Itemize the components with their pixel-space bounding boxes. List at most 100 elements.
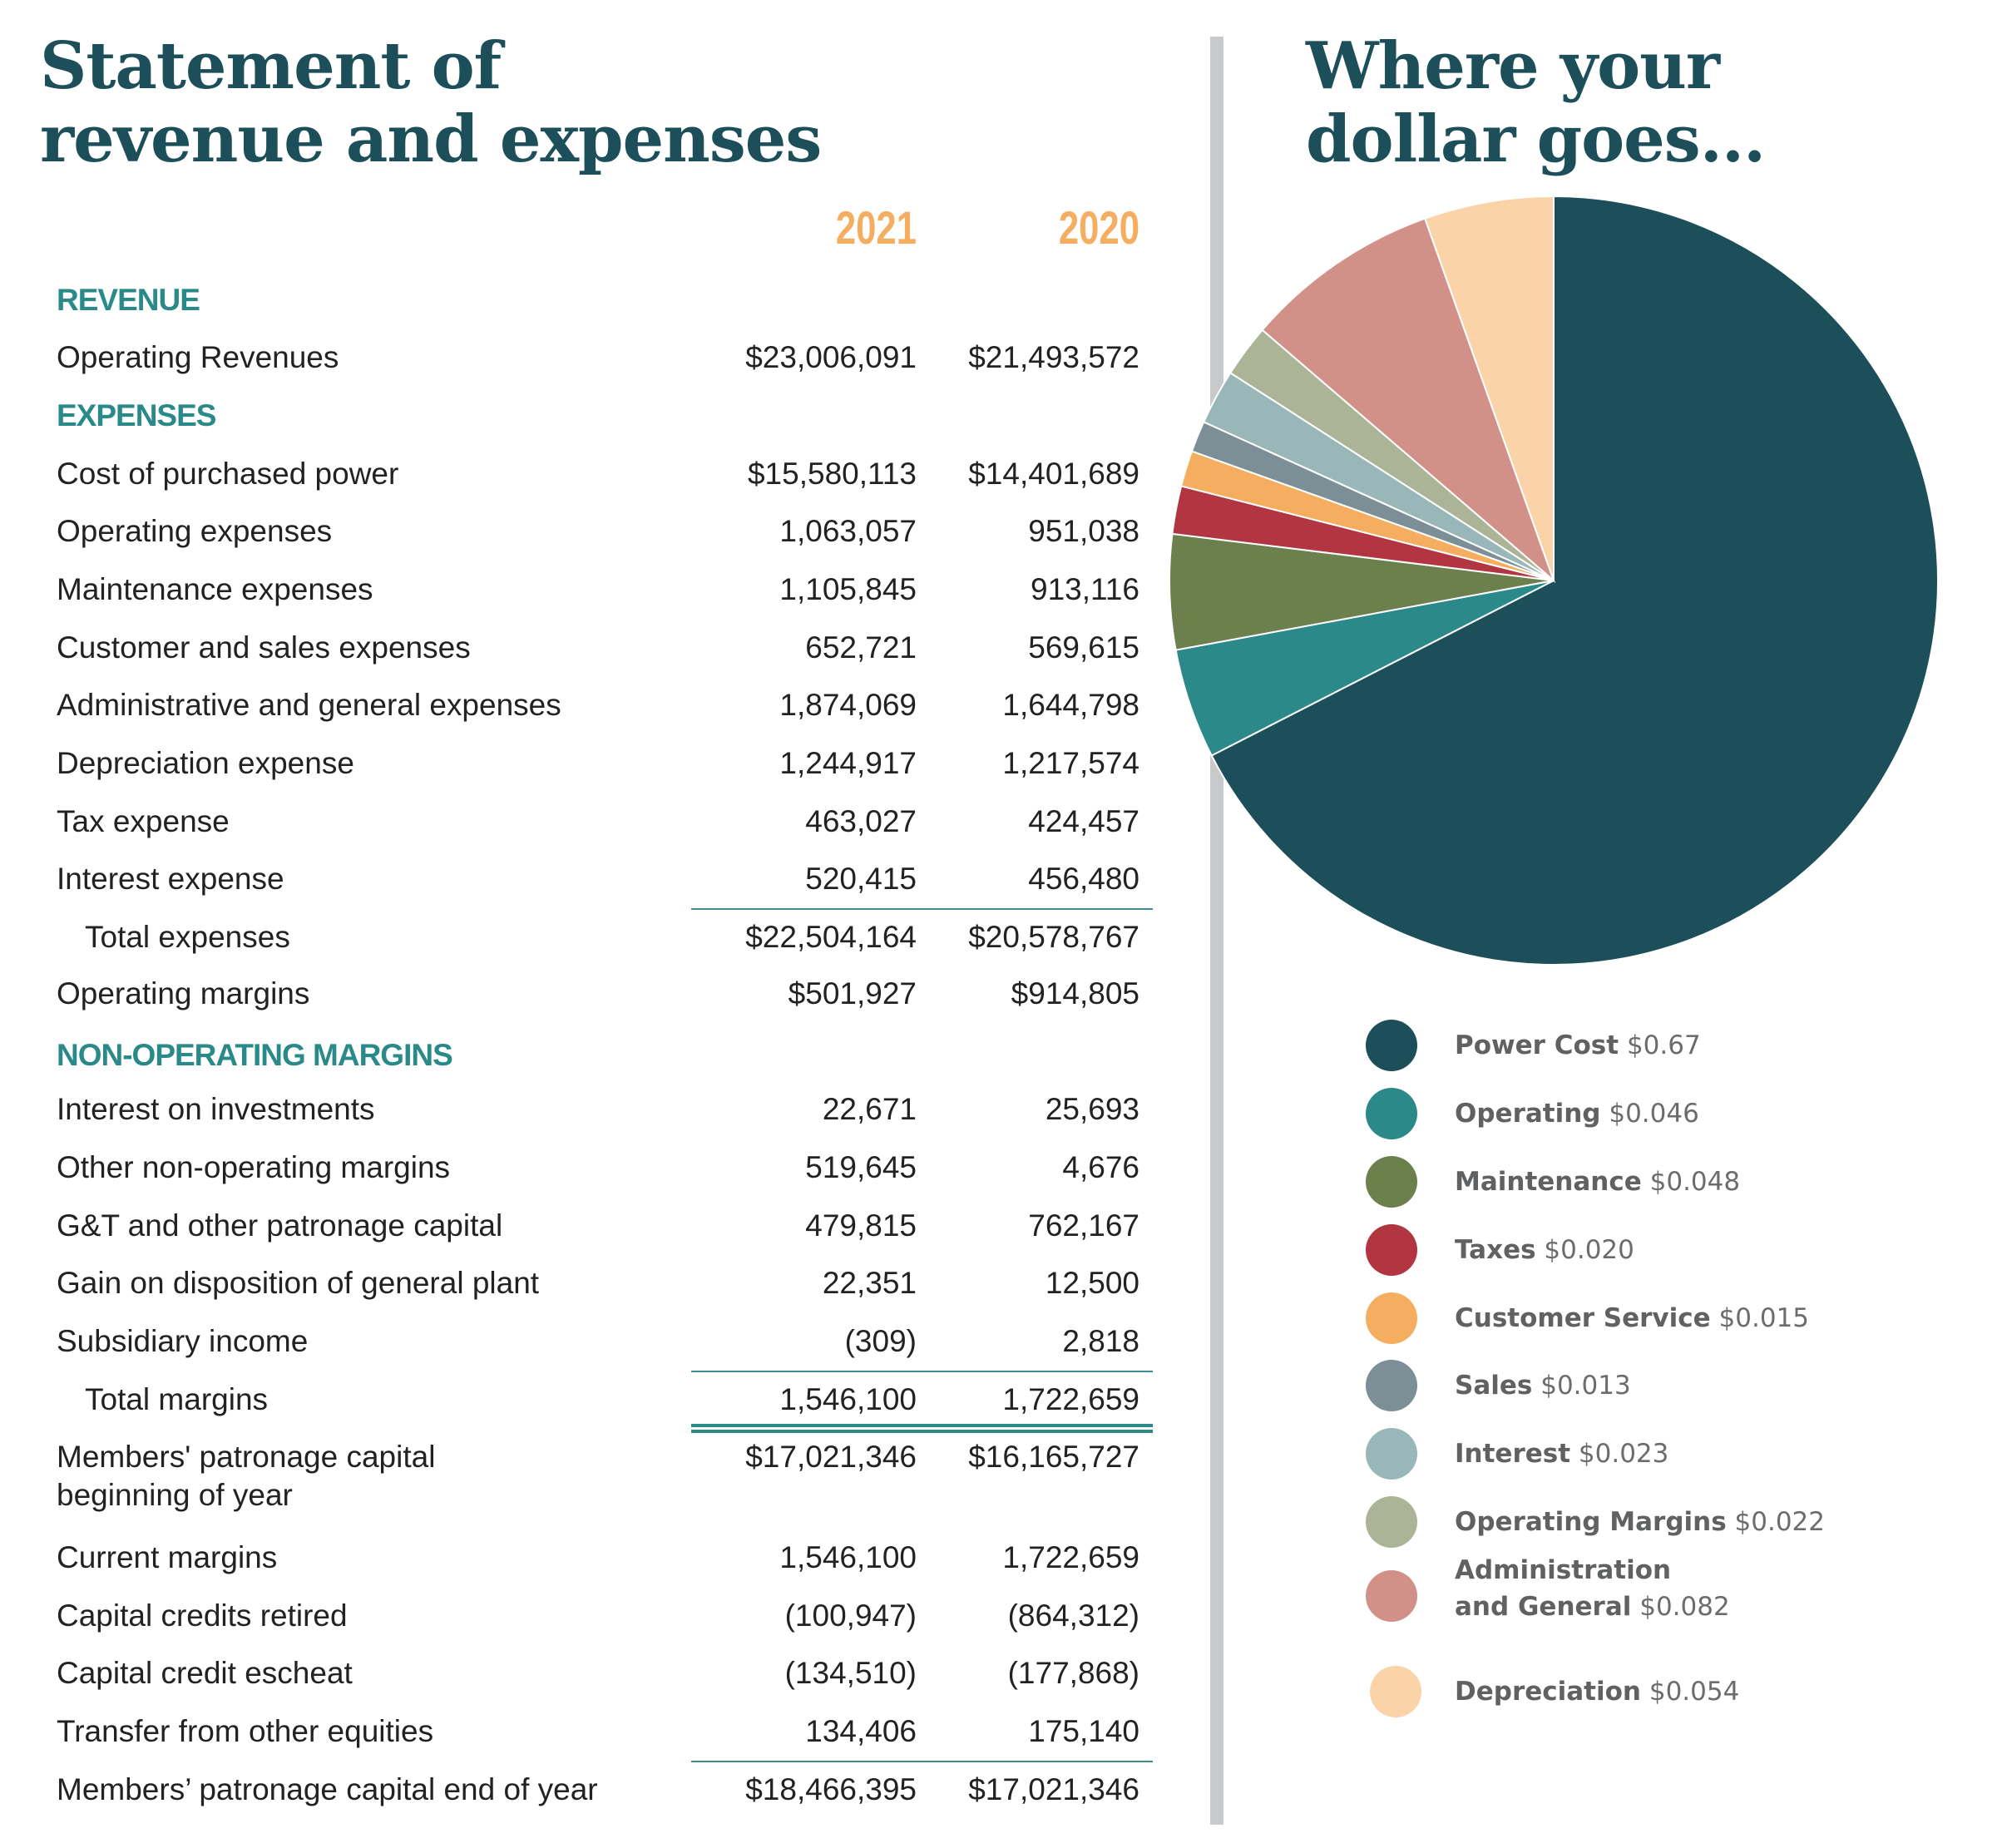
subtotal-rule xyxy=(691,1371,1153,1372)
legend-swatch-icon xyxy=(1366,1570,1417,1622)
legend-value: $0.048 xyxy=(1649,1167,1741,1197)
value-y2020: 762,167 xyxy=(1028,1208,1139,1243)
row-label: Operating Revenues xyxy=(57,340,339,374)
legend-name: Maintenance xyxy=(1455,1167,1642,1197)
dollar-title-line2: dollar goes... xyxy=(1306,101,1766,177)
value-y2021: $23,006,091 xyxy=(745,340,917,374)
value-y2020: (864,312) xyxy=(1007,1598,1139,1633)
value-y2020: 1,722,659 xyxy=(1002,1540,1139,1574)
row-label: Members’ patronage capital end of year xyxy=(57,1772,598,1806)
value-y2020: $914,805 xyxy=(1011,976,1139,1010)
row-label-line2: beginning of year xyxy=(57,1478,293,1512)
value-y2020: 1,722,659 xyxy=(1002,1382,1139,1416)
value-y2020: 2,818 xyxy=(1062,1324,1139,1358)
value-y2021: 1,244,917 xyxy=(779,746,917,780)
value-y2021: 22,671 xyxy=(822,1092,917,1126)
row-label: Maintenance expenses xyxy=(57,572,373,606)
legend-name: Depreciation xyxy=(1455,1677,1641,1707)
legend-name: Sales xyxy=(1455,1371,1533,1401)
subtotal-rule xyxy=(691,1761,1153,1762)
legend-swatch-icon xyxy=(1366,1020,1417,1071)
legend-name: Interest xyxy=(1455,1439,1571,1469)
value-y2020: $17,021,346 xyxy=(968,1772,1139,1806)
pie-chart xyxy=(1169,195,1939,966)
value-y2021: 22,351 xyxy=(822,1266,917,1300)
value-y2020: 25,693 xyxy=(1045,1092,1139,1126)
legend-value: $0.046 xyxy=(1609,1099,1699,1129)
row-label: Gain on disposition of general plant xyxy=(57,1266,540,1300)
legend-value: $0.054 xyxy=(1649,1677,1740,1707)
value-y2020: $21,493,572 xyxy=(968,340,1139,374)
value-y2021: 520,415 xyxy=(805,862,917,896)
value-y2021: 519,645 xyxy=(805,1150,917,1184)
value-y2020: 951,038 xyxy=(1028,514,1139,548)
section-non-operating: NON-OPERATING MARGINS xyxy=(57,1038,453,1072)
legend-value: $0.020 xyxy=(1544,1235,1634,1265)
row-label: Total expenses xyxy=(85,920,290,954)
value-y2021: $501,927 xyxy=(788,976,917,1010)
value-y2021: (134,510) xyxy=(784,1656,917,1690)
legend-swatch-icon xyxy=(1366,1360,1417,1411)
row-label: Current margins xyxy=(57,1540,278,1574)
pie-slice-administration-and-general xyxy=(1261,217,1556,584)
value-y2021: (309) xyxy=(844,1324,917,1358)
value-y2020: 424,457 xyxy=(1028,804,1139,838)
legend-swatch-icon xyxy=(1366,1428,1417,1480)
row-label: Total margins xyxy=(85,1382,269,1416)
value-y2020: $14,401,689 xyxy=(968,457,1139,491)
pie-slice-depreciation xyxy=(1423,195,1555,581)
row-label: Interest expense xyxy=(57,862,284,896)
row-label: Operating margins xyxy=(57,976,310,1010)
value-y2021: 134,406 xyxy=(805,1714,917,1748)
row-label: Operating expenses xyxy=(57,514,333,548)
legend-value: $0.082 xyxy=(1639,1592,1730,1622)
section-expenses: EXPENSES xyxy=(57,398,216,432)
row-label: Transfer from other equities xyxy=(57,1714,434,1748)
value-y2020: 456,480 xyxy=(1028,862,1139,896)
value-y2021: (100,947) xyxy=(784,1598,917,1633)
row-label: Customer and sales expenses xyxy=(57,630,471,665)
double-rule-bottom xyxy=(691,1430,1153,1433)
row-label: G&T and other patronage capital xyxy=(57,1208,503,1243)
row-label: Subsidiary income xyxy=(57,1324,309,1358)
legend-name-line2: and General xyxy=(1455,1592,1632,1622)
legend-name: Administration xyxy=(1455,1555,1672,1585)
value-y2021: 1,546,100 xyxy=(779,1540,917,1574)
value-y2020: $16,165,727 xyxy=(968,1440,1139,1474)
row-label: Tax expense xyxy=(57,804,230,838)
value-y2021: $15,580,113 xyxy=(747,457,917,491)
legend-value: $0.015 xyxy=(1718,1303,1810,1333)
dollar-title-line1: Where your xyxy=(1306,28,1720,104)
value-y2021: 1,546,100 xyxy=(779,1382,917,1416)
legend-name: Operating xyxy=(1455,1099,1601,1129)
value-y2020: 175,140 xyxy=(1028,1714,1139,1748)
statement-title: Statement of revenue and expenses xyxy=(40,28,822,177)
value-y2020: $20,578,767 xyxy=(968,920,1139,954)
year-header-2020: 2020 xyxy=(1058,201,1139,254)
legend-name: Operating Margins xyxy=(1455,1507,1727,1537)
legend-swatch-icon xyxy=(1366,1224,1417,1276)
subtotal-rule xyxy=(691,908,1153,910)
legend-swatch-icon xyxy=(1366,1292,1417,1344)
legend-swatch-icon xyxy=(1366,1088,1417,1139)
row-label: Administrative and general expenses xyxy=(57,688,561,722)
statement-title-line2: revenue and expenses xyxy=(40,101,822,177)
value-y2021: 1,063,057 xyxy=(779,514,917,548)
value-y2021: $22,504,164 xyxy=(745,920,917,954)
year-header-2021: 2021 xyxy=(835,201,917,254)
legend-value: $0.013 xyxy=(1540,1371,1631,1401)
legend-swatch-icon xyxy=(1366,1156,1417,1208)
legend-swatch-icon xyxy=(1366,1496,1417,1548)
value-y2021: $17,021,346 xyxy=(745,1440,917,1474)
value-y2020: 1,644,798 xyxy=(1002,688,1139,722)
value-y2020: 1,217,574 xyxy=(1002,746,1139,780)
double-rule-top xyxy=(691,1424,1153,1427)
section-revenue: REVENUE xyxy=(57,283,200,317)
value-y2020: 913,116 xyxy=(1031,572,1139,606)
statement-title-line1: Statement of xyxy=(40,28,502,104)
legend-name: Power Cost xyxy=(1455,1030,1619,1060)
row-label: Capital credit escheat xyxy=(57,1656,353,1690)
value-y2020: 12,500 xyxy=(1045,1266,1139,1300)
dollar-title: Where your dollar goes... xyxy=(1306,28,1766,177)
value-y2020: 569,615 xyxy=(1028,630,1139,665)
